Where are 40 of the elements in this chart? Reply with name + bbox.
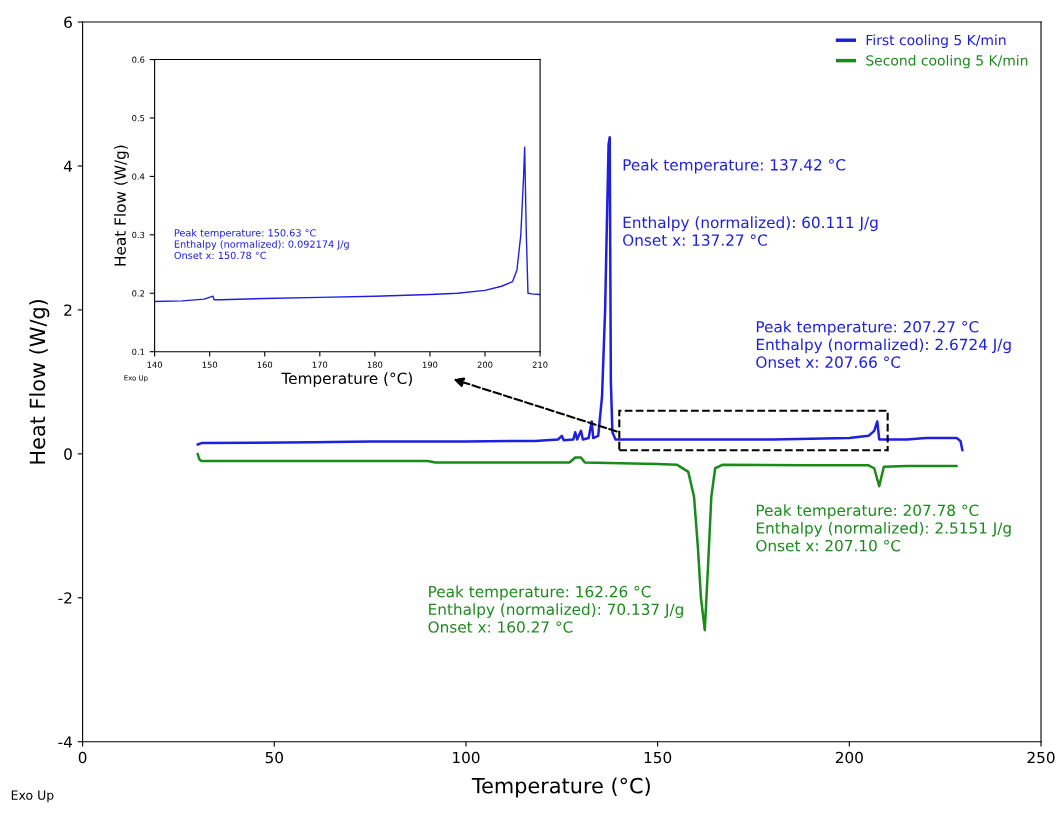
annotation: Peak temperature: 150.63 °C Enthalpy (normalized): 0.092174 J/g Onset x: 150.78 °C [174,229,349,260]
y-tick-label: 0.2 [132,290,145,297]
x-tick-label: 200 [835,751,863,764]
x-axis-title: Temperature (°C) [471,777,650,798]
line-series [154,146,541,303]
x-tick-label: 150 [202,361,218,368]
x-tick-label: 100 [453,751,480,764]
x-tick-label: 180 [367,361,383,368]
y-axis-title: Heat Flow (W/g) [114,145,129,266]
x-axis-title: Temperature (°C) [281,372,412,388]
annotation: Peak temperature: 207.78 °C Enthalpy (normalized): 2.5151 J/g Onset x: 207.10 °C [756,504,1011,552]
legend-label: Second cooling 5 K/min [866,54,1028,69]
x-tick-label: 50 [265,751,283,764]
x-tick-label: 170 [312,361,328,368]
y-tick-label: -4 [58,736,73,748]
x-tick-label: 190 [422,361,438,368]
x-tick-label: 210 [532,361,548,368]
y-tick-label: 0.6 [132,56,145,63]
annotation: Peak temperature: 137.42 °C [623,158,846,174]
y-axis-title: Heat Flow (W/g) [29,300,50,464]
annotation: Peak temperature: 207.27 °C Enthalpy (normalized): 2.6724 J/g Onset x: 207.66 °C [756,320,1011,368]
x-tick-label: 150 [644,751,672,764]
x-tick-label: 140 [147,361,163,368]
annotation: Peak temperature: 162.26 °C Enthalpy (normalized): 70.137 J/g Onset x: 160.27 °C [428,585,683,633]
y-tick-label: 0.5 [132,114,145,122]
x-tick-label: 160 [257,361,273,368]
legend-label: First cooling 5 K/min [866,34,1006,48]
text: Exo Up [11,790,54,803]
y-tick-label: 4 [63,160,73,172]
y-tick-label: 0 [64,448,72,460]
x-tick-label: 250 [1027,751,1055,764]
x-tick-label: 0 [78,751,87,764]
y-tick-label: 0.3 [132,231,145,239]
y-tick-label: 6 [64,16,72,29]
y-tick-label: 0.4 [132,173,145,180]
annotation: Enthalpy (normalized): 60.111 J/g Onset x: 137.27 °C [623,216,878,246]
x-tick-label: 200 [477,361,493,368]
y-tick-label: 0.1 [132,348,145,355]
y-tick-label: 2 [64,304,72,316]
y-tick-label: -2 [58,592,72,604]
